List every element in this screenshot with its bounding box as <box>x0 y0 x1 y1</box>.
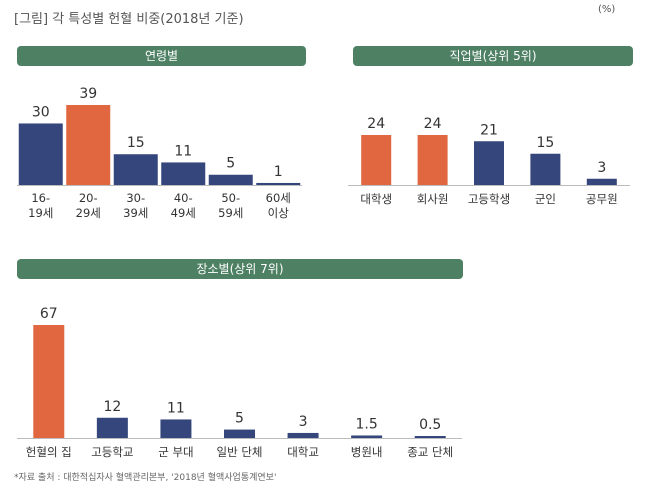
location-value-label: 1.5 <box>356 416 378 432</box>
unit-label: (%) <box>598 4 616 15</box>
location-category-label: 헌혈의 집 <box>26 445 72 459</box>
occupation-value-label: 21 <box>480 122 498 138</box>
age-value-label: 30 <box>32 104 50 120</box>
age-value-label: 1 <box>274 164 283 180</box>
age-bar <box>161 162 206 185</box>
occupation-bar <box>417 135 448 185</box>
occupation-category-label: 군인 <box>535 192 556 206</box>
location-bar <box>160 419 192 438</box>
age-category-label: 50-59세 <box>218 191 243 220</box>
location-value-label: 12 <box>103 399 121 415</box>
location-value-label: 11 <box>167 400 185 416</box>
occupation-bar <box>474 141 504 185</box>
age-value-label: 39 <box>79 86 97 102</box>
source-footnote: *자료 출처 : 대한적십자사 혈액관리본부, '2018년 혈액사업통계연보' <box>14 473 277 483</box>
age-bar <box>66 105 111 185</box>
location-bar <box>351 435 383 438</box>
location-bar <box>96 417 128 438</box>
location-category-label: 고등학교 <box>91 445 133 459</box>
location-value-label: 67 <box>40 306 58 322</box>
location-category-label: 종교 단체 <box>407 445 453 459</box>
age-category-label: 40-49세 <box>171 191 196 220</box>
chart-title-location: 장소별(상위 7위) <box>17 259 463 279</box>
occupation-bar <box>361 135 392 185</box>
age-category-label: 16-19세 <box>28 191 53 220</box>
location-category-label: 군 부대 <box>158 445 193 459</box>
location-value-label: 5 <box>235 411 244 427</box>
page-title: [그림] 각 특성별 헌혈 비중(2018년 기준) <box>14 12 244 27</box>
occupation-value-label: 24 <box>424 116 442 132</box>
occupation-category-label: 대학생 <box>360 192 392 206</box>
location-value-label: 0.5 <box>419 417 441 433</box>
age-bar <box>113 154 158 185</box>
occupation-category-label: 회사원 <box>417 192 449 206</box>
location-bar <box>287 432 319 438</box>
occupation-value-label: 15 <box>536 135 554 151</box>
occupation-category-label: 공무원 <box>586 192 618 206</box>
age-category-label: 20-29세 <box>76 191 101 220</box>
chart-title-age: 연령별 <box>17 46 306 66</box>
occupation-bar <box>530 153 561 185</box>
location-value-label: 3 <box>299 414 308 430</box>
age-value-label: 11 <box>174 143 192 159</box>
age-value-label: 5 <box>226 156 235 172</box>
age-bar <box>208 174 253 185</box>
age-category-label: 30-39세 <box>123 191 148 220</box>
location-category-label: 일반 단체 <box>217 445 263 459</box>
occupation-value-label: 24 <box>367 116 385 132</box>
location-category-label: 병원내 <box>351 445 383 459</box>
age-bar <box>256 182 301 185</box>
occupation-value-label: 3 <box>597 160 606 176</box>
location-bar <box>224 429 255 438</box>
occupation-bar <box>586 178 617 185</box>
location-bar <box>33 325 65 438</box>
location-category-label: 대학교 <box>287 445 319 459</box>
age-value-label: 15 <box>127 135 145 151</box>
occupation-category-label: 고등학생 <box>468 192 510 206</box>
chart-title-occupation: 직업별(상위 5위) <box>353 46 633 66</box>
location-bar <box>414 436 446 438</box>
age-bar <box>18 123 63 185</box>
age-category-label: 60세 이상 <box>266 191 291 220</box>
